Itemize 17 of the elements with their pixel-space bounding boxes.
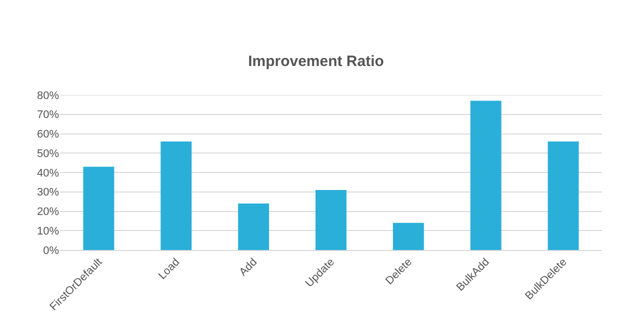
y-tick-label: 20%	[36, 206, 60, 218]
y-tick-label: 30%	[36, 186, 60, 199]
bar	[238, 204, 270, 250]
bar	[316, 190, 346, 250]
y-tick-label: 70%	[36, 109, 60, 122]
y-tick-label: 50%	[36, 148, 60, 160]
bar	[548, 142, 579, 250]
chart-title: Improvement Ratio	[248, 52, 384, 70]
y-tick-label: 80%	[36, 90, 60, 102]
bar	[392, 222, 424, 250]
bar	[83, 166, 114, 250]
y-tick-label: 60%	[36, 128, 60, 141]
bar	[470, 100, 502, 250]
y-tick-label: 0%	[43, 244, 60, 257]
bar	[160, 142, 192, 250]
y-tick-label: 10%	[36, 225, 60, 238]
y-tick-label: 40%	[36, 167, 60, 180]
